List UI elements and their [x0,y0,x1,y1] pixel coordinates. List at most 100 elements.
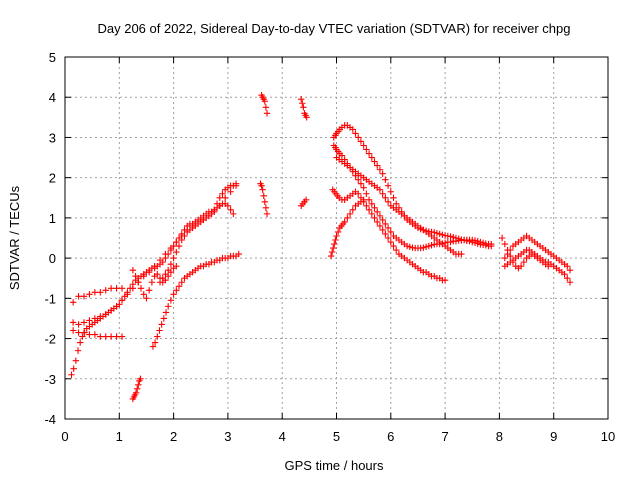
data-point [447,233,454,240]
data-point [299,100,306,107]
data-point [504,246,511,254]
data-point [371,214,378,222]
data-point [263,110,271,117]
data-point [113,285,120,292]
data-point [173,248,180,256]
data-point [368,210,375,218]
data-point [382,230,389,238]
data-point [129,266,137,274]
x-tick-label: 3 [224,429,231,444]
data-point [420,244,427,251]
data-point [441,277,449,284]
data-point [374,208,381,216]
data-point [72,357,80,364]
data-point [232,180,240,187]
series-arc-3 [69,327,126,340]
data-point [102,287,109,294]
series-arc-5 [129,262,180,302]
data-point [382,220,389,228]
x-tick-label: 6 [387,429,394,444]
data-point [379,170,386,177]
y-tick-label: 0 [49,251,56,266]
data-point [69,299,77,306]
data-point [561,271,568,278]
y-tick-label: -2 [44,332,56,347]
data-point [365,206,373,214]
series-arc-1 [69,285,126,306]
data-point [132,389,140,397]
data-points [68,92,574,403]
data-point [330,244,337,252]
x-tick-label: 8 [496,429,503,444]
data-point [137,285,145,292]
data-point [365,150,373,157]
chart-title: Day 206 of 2022, Sidereal Day-to-day VTE… [97,21,570,36]
data-point [135,279,142,286]
series-arc-11 [298,96,310,121]
data-point [393,246,400,254]
series-arc-18 [501,232,574,274]
data-point [333,232,340,240]
x-tick-label: 4 [279,429,286,444]
data-point [159,275,166,282]
data-point [75,293,82,300]
data-point [137,375,144,382]
data-point [208,210,215,218]
data-point [79,333,86,340]
data-point [80,319,88,326]
data-point [261,198,269,205]
data-point [393,200,400,208]
data-point [126,285,134,292]
series-arc-17 [327,196,367,260]
data-point [566,266,574,274]
data-point [135,381,142,389]
data-point [75,321,82,328]
data-point [474,240,481,247]
data-point [173,238,180,246]
x-tick-label: 1 [116,429,123,444]
data-point [97,333,104,340]
data-point [227,188,234,195]
data-point [118,333,126,340]
data-point [175,283,183,290]
data-point [156,327,163,334]
data-point [425,242,433,250]
data-point [132,273,139,280]
data-point [162,309,170,316]
data-point [178,279,185,286]
data-point [382,176,389,183]
data-point [211,206,218,214]
data-point [261,98,269,105]
data-point [376,212,384,220]
series-arc-7 [149,250,242,350]
data-point [102,333,109,340]
data-point [159,258,166,266]
x-axis-label: GPS time / hours [285,458,384,473]
data-point [91,331,99,338]
data-point [173,287,180,294]
series-arc-4 [68,200,237,378]
data-point [368,154,375,161]
data-point [482,242,490,249]
data-point [545,262,552,270]
data-point [175,242,183,250]
data-point [452,234,460,242]
data-point [436,230,443,238]
data-point [458,250,465,258]
data-point [341,218,348,226]
data-point [91,289,99,296]
data-point [355,176,362,183]
data-point [384,182,392,189]
data-point [376,166,384,173]
data-point [428,242,435,249]
data-point [107,333,115,340]
data-point [379,216,386,224]
data-point [488,242,495,250]
series-arc-10 [258,92,271,117]
data-point [68,371,75,378]
data-point [121,293,128,300]
data-point [379,190,386,197]
data-point [368,200,375,208]
data-point [262,104,270,111]
